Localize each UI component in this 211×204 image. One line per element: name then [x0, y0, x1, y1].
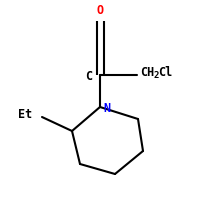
Text: C: C — [85, 69, 92, 82]
Text: O: O — [96, 4, 104, 17]
Text: Cl: Cl — [158, 66, 172, 79]
Text: N: N — [103, 102, 110, 115]
Text: CH: CH — [140, 66, 154, 79]
Text: 2: 2 — [153, 71, 158, 80]
Text: Et: Et — [18, 108, 32, 121]
